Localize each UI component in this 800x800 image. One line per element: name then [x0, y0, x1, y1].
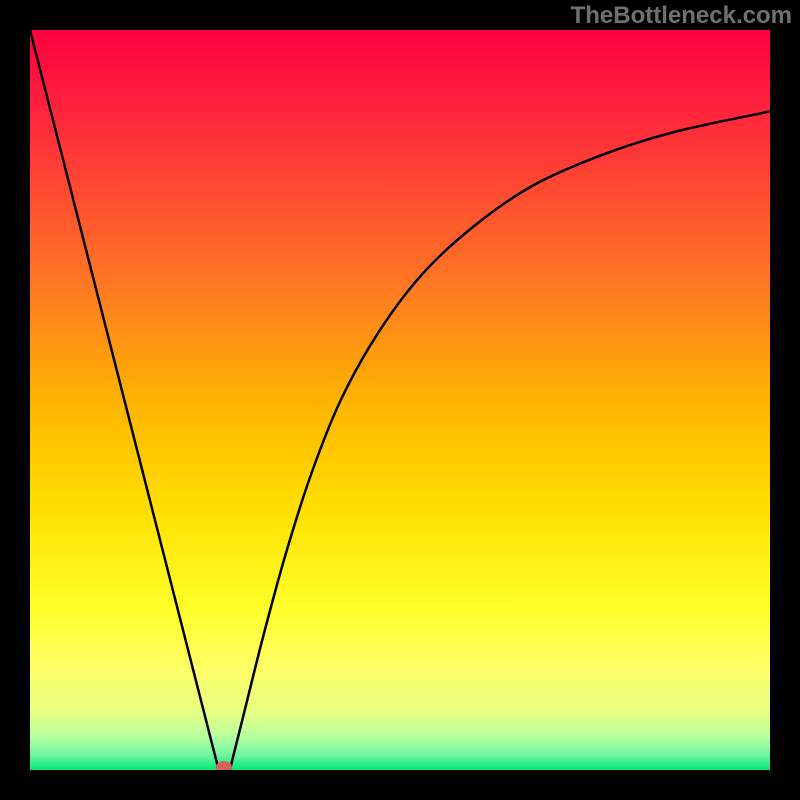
gradient-background: [30, 30, 770, 770]
plot-area: [30, 30, 770, 770]
plot-svg: [30, 30, 770, 770]
watermark-text: TheBottleneck.com: [571, 2, 792, 30]
